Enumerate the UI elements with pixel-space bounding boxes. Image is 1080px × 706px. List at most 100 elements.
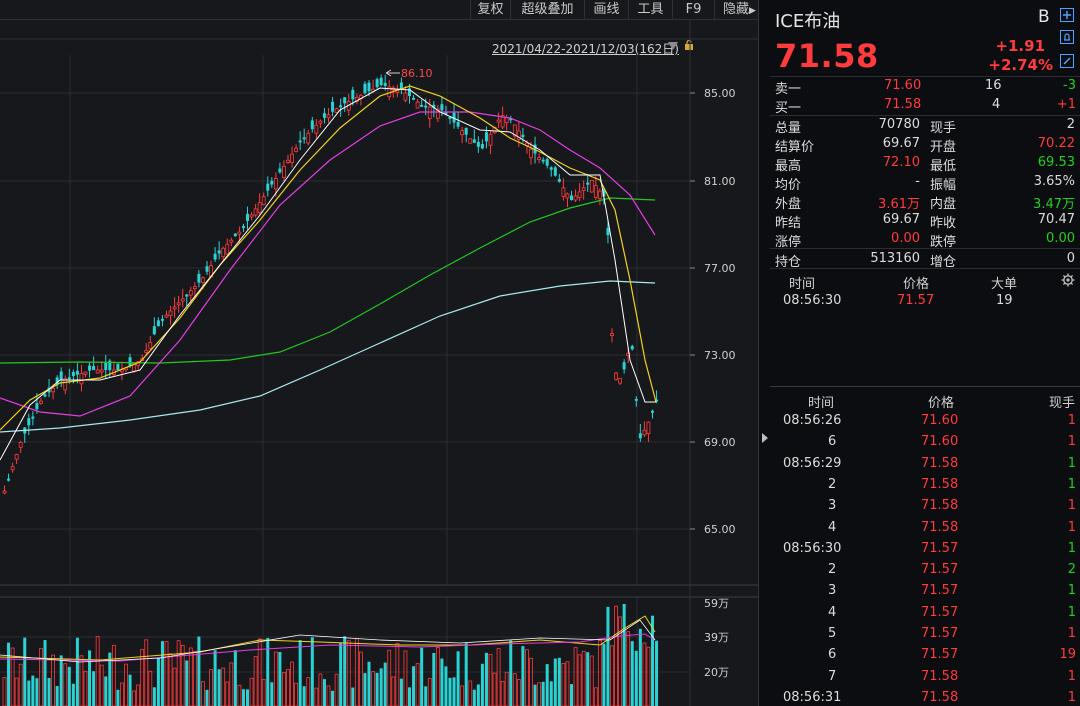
volume-bar [83,670,88,706]
edit-pen-icon[interactable] [1060,54,1074,68]
volume-bar [132,690,137,706]
volume-bar [435,647,440,706]
candle-body [448,116,452,119]
tick-volume: 1 [1067,434,1076,450]
volume-bar [10,647,15,706]
stat-label: 总量 [775,121,802,136]
volume-bar [318,673,323,706]
restore-rights-button[interactable]: 复权 [470,0,510,20]
volume-bar [464,643,468,706]
candle-body [614,372,618,380]
volume-bar [168,653,173,706]
lock-icon[interactable] [684,40,694,50]
volume-bar [484,652,488,706]
volume-bar [67,666,71,706]
super-overlay-button[interactable]: 超级叠加 [510,0,584,20]
tick-row: 08:56:26 71.60 1 [770,411,1080,432]
settings-gear-icon[interactable] [1061,273,1075,287]
candle-body [43,394,47,397]
candle-body [415,101,420,109]
stat-label: 开盘 [930,140,957,155]
peak-marker-arrow-icon [385,69,392,77]
tick-price: 71.57 [921,583,959,599]
candle-body [529,148,533,159]
candle-body [225,243,230,255]
volume-bar [468,680,473,706]
bid-label: 买一 [775,101,802,116]
side-indicator: B [1038,7,1050,27]
y-axis-label: 81.00 [704,175,736,188]
candle-body [249,214,254,218]
volume-bar [488,653,493,706]
candle-body [322,113,326,118]
candle-body [435,108,440,119]
volume-bar [237,684,242,706]
volume-bar [408,687,411,706]
draw-line-button[interactable]: 画线 [584,0,628,20]
candle-body [282,165,286,178]
volume-bar [92,671,96,706]
candle-body [185,294,189,297]
volume-bar [217,669,221,706]
hide-label: 隐藏 [723,2,750,17]
candle-body [541,159,545,162]
collapse-arrow-icon[interactable] [762,433,768,443]
volume-bar [249,677,254,706]
hide-button[interactable]: 隐藏▶ [714,0,758,20]
add-icon[interactable] [1060,8,1074,22]
panel-splitter[interactable] [758,0,770,706]
candle-body [270,180,274,185]
ma60-line [0,197,656,364]
volume-bar [253,656,258,706]
range-dropdown-icon[interactable] [668,42,678,50]
candle-body [420,104,424,107]
volume-bar [27,680,31,706]
volume-bar [192,650,197,706]
stat-label: 增仓 [930,255,957,270]
date-range-label[interactable]: 2021/04/22-2021/12/03(162日) [492,40,679,57]
column-header-price: 价格 [928,396,955,411]
tools-button[interactable]: 工具 [628,0,672,20]
candle-body [427,106,432,119]
f9-button[interactable]: F9 [672,0,714,20]
stat-value: 0 [1066,251,1075,266]
candle-body [168,310,173,317]
alarm-bell-icon[interactable] [1060,30,1074,44]
stat-label: 现手 [930,121,957,136]
volume-bar [124,663,128,706]
candle-body [638,433,642,439]
stat-label: 内盘 [930,197,957,212]
kline-chart-area[interactable]: 复权 超级叠加 画线 工具 F9 隐藏▶ 2021/04/22-2021/12/… [0,0,758,706]
candle-body [144,350,149,353]
volume-bar [229,662,234,706]
volume-bar [79,655,84,706]
volume-bar [270,682,274,706]
volume-bar [75,637,79,706]
volume-bar [448,677,452,706]
volume-bar [59,655,63,706]
candle-body [343,97,347,104]
price-chart[interactable]: 86.10 85.00 81.00 77.00 73.00 69.00 65.0… [0,0,758,706]
candle-body [516,130,521,140]
candle-body [2,490,7,494]
volume-bar [43,640,47,706]
tick-volume: 1 [1067,668,1076,684]
stat-value: 3.61万 [878,197,920,212]
volume-bar [602,643,606,706]
stat-value: 2 [1066,117,1075,132]
candle-body [452,112,456,123]
candle-body [424,105,428,108]
candle-body [553,167,557,176]
ask-delta: -3 [1063,78,1076,93]
tick-volume: 1 [1067,413,1076,428]
volume-bar [525,649,529,706]
candle-body [581,187,586,192]
candle-body [201,277,205,283]
volume-bar [2,677,7,706]
volume-bar [343,636,347,706]
candle-body [35,403,39,410]
play-arrow-icon: ▶ [749,6,756,16]
volume-bar [630,641,634,706]
stat-label: 最高 [775,159,802,174]
volume-bar [589,655,594,706]
